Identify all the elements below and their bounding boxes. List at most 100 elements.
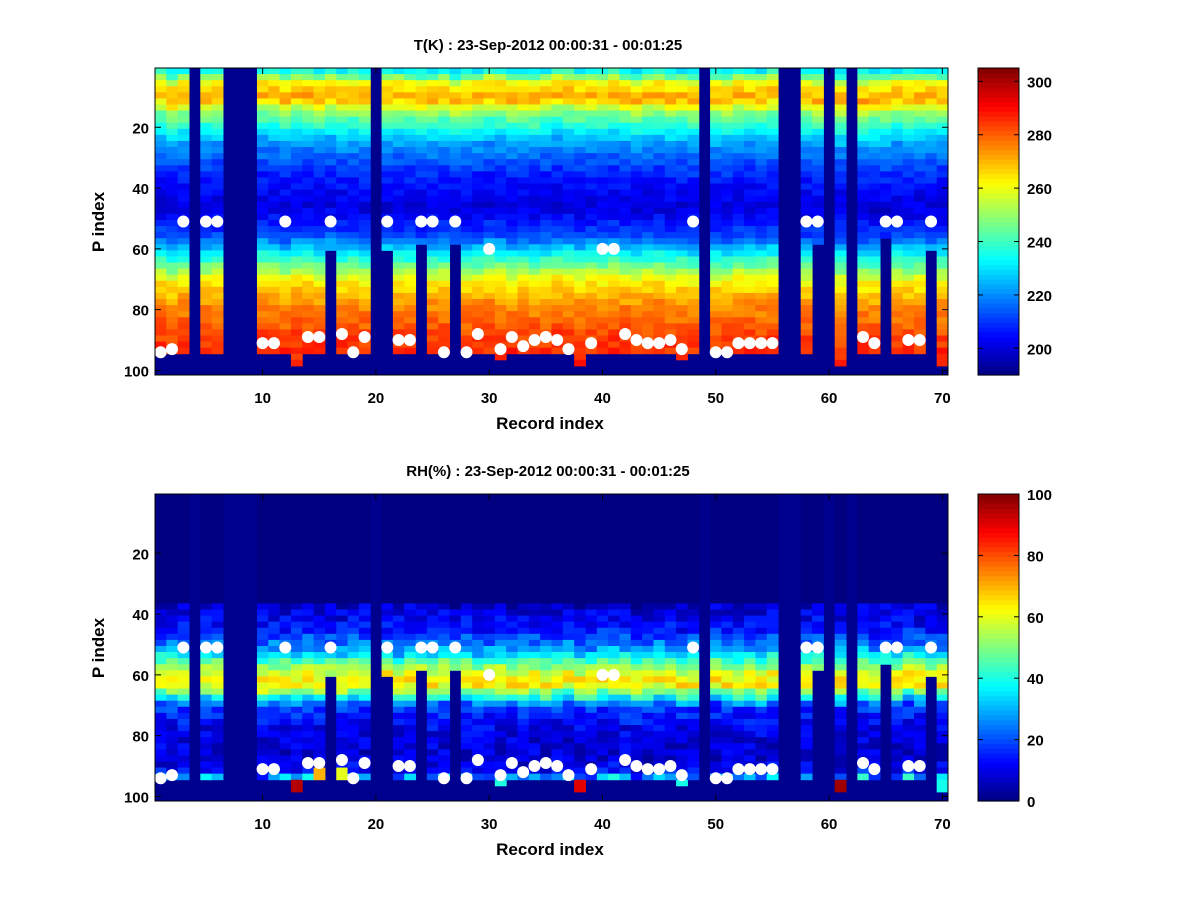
heatmap-cell [404, 147, 417, 154]
heatmap-cell [687, 232, 700, 239]
heatmap-cell [914, 232, 926, 239]
heatmap-cell [868, 134, 881, 142]
heatmap-cell [551, 694, 564, 702]
heatmap-cell [449, 506, 462, 513]
heatmap-cell [472, 615, 485, 623]
heatmap-cell [642, 238, 654, 245]
heatmap-cell [642, 603, 654, 611]
colorbar-swatch [978, 187, 1019, 194]
heatmap-cell [800, 207, 813, 215]
heatmap-cell [642, 262, 654, 270]
heatmap-cell [857, 286, 870, 294]
heatmap-cell [653, 329, 666, 336]
heatmap-cell [721, 80, 734, 87]
colorbar-swatch [978, 183, 1019, 189]
heatmap-cell [585, 134, 598, 142]
heatmap-cell [166, 688, 179, 696]
heatmap-cell [290, 506, 303, 513]
heatmap-cell [392, 700, 405, 708]
heatmap-cell [494, 238, 507, 245]
heatmap-cell [483, 207, 496, 215]
heatmap-cell [936, 329, 949, 336]
heatmap-cell [619, 500, 632, 507]
heatmap-cell [347, 232, 360, 239]
heatmap-column [290, 494, 303, 793]
heatmap-cell [619, 244, 632, 251]
heatmap-cell [392, 676, 405, 683]
heatmap-cell [460, 664, 473, 671]
heatmap-cell [358, 500, 371, 507]
heatmap-cell [494, 743, 507, 750]
heatmap-cell [358, 74, 371, 81]
heatmap-cell [155, 189, 167, 197]
heatmap-cell [891, 134, 904, 142]
heatmap-cell [438, 323, 451, 330]
heatmap-cell [596, 530, 609, 538]
heatmap-cell [336, 585, 349, 592]
heatmap-cell [177, 201, 190, 209]
heatmap-cell [540, 80, 552, 87]
heatmap-cell [290, 512, 303, 519]
heatmap-cell [585, 165, 598, 172]
heatmap-cell [664, 86, 677, 93]
heatmap-cell [426, 195, 439, 203]
heatmap-cell [574, 86, 586, 93]
heatmap-cell [415, 86, 428, 93]
heatmap-cell [687, 268, 700, 276]
heatmap-cell [676, 731, 688, 738]
heatmap-cell [472, 286, 485, 294]
heatmap-cell [766, 305, 779, 312]
heatmap-cell [834, 92, 847, 99]
heatmap-cell [936, 189, 949, 197]
heatmap-cell [438, 201, 451, 209]
heatmap-cell [256, 244, 269, 251]
heatmap-cell [608, 585, 620, 592]
heatmap-cell [608, 645, 620, 653]
heatmap-cell [596, 299, 609, 306]
heatmap-cell [358, 226, 371, 233]
heatmap-cell [710, 153, 722, 160]
heatmap-cell [460, 737, 473, 744]
heatmap-cell [506, 171, 519, 178]
heatmap-cell [517, 536, 530, 544]
heatmap-cell [347, 165, 360, 172]
heatmap-cell [551, 597, 564, 604]
heatmap-cell [347, 323, 360, 330]
heatmap-cell [211, 609, 224, 617]
heatmap-cell [891, 244, 904, 251]
heatmap-cell [472, 670, 485, 677]
heatmap-cell [381, 609, 394, 617]
heatmap-cell [449, 147, 462, 154]
heatmap-cell [732, 268, 745, 276]
heatmap-cell [472, 621, 485, 629]
heatmap-cell [562, 761, 575, 769]
heatmap-cell [642, 731, 654, 738]
heatmap-cell [392, 292, 405, 300]
heatmap-cell [551, 122, 564, 130]
heatmap-column [211, 494, 224, 781]
heatmap-cell [324, 201, 337, 209]
heatmap-cell [664, 518, 677, 525]
heatmap-cell [472, 676, 485, 683]
heatmap-cell [676, 189, 688, 197]
heatmap-cell [279, 530, 292, 538]
heatmap-cell [834, 274, 847, 282]
heatmap-cell [630, 104, 643, 112]
heatmap-cell [868, 104, 881, 112]
heatmap-cell [608, 694, 620, 702]
heatmap-cell [166, 621, 179, 629]
heatmap-cell [732, 110, 745, 118]
heatmap-cell [404, 627, 417, 635]
colorbar-swatch [978, 226, 1019, 232]
heatmap-cell [528, 506, 541, 513]
heatmap-cell [800, 165, 813, 172]
heatmap-column [472, 68, 485, 355]
heatmap-cell [302, 676, 315, 683]
heatmap-cell [574, 579, 586, 586]
heatmap-cell [472, 165, 485, 172]
heatmap-cell [585, 560, 598, 568]
heatmap-cell [313, 725, 326, 732]
heatmap-cell [324, 597, 337, 604]
heatmap-cell [177, 262, 190, 270]
heatmap-cell [551, 743, 564, 750]
